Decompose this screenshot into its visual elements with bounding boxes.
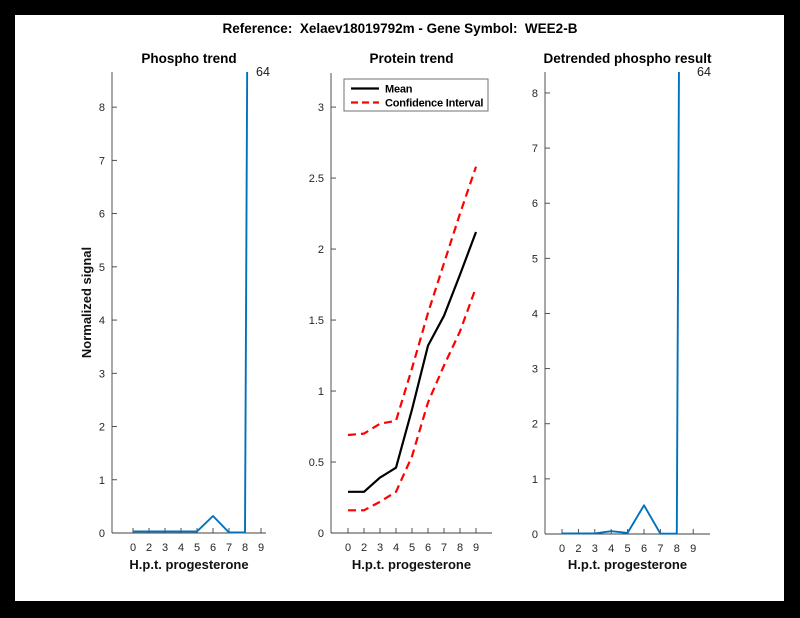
y-tick-label: 4 [532, 308, 538, 320]
x-tick-label: 4 [608, 543, 614, 555]
y-tick-label: 5 [99, 262, 105, 274]
x-tick-label: 4 [393, 542, 399, 554]
subplot-title: Protein trend [369, 51, 453, 66]
series-line-0 [562, 72, 680, 535]
y-tick-label: 7 [99, 155, 105, 167]
x-tick-label: 5 [625, 543, 631, 555]
peak-value-annotation: 64 [256, 65, 270, 79]
x-tick-label: 6 [641, 543, 647, 555]
legend-entry-label: Mean [385, 84, 413, 96]
y-tick-label: 3 [99, 368, 105, 380]
y-tick-label: 6 [99, 209, 105, 221]
x-tick-label: 9 [258, 542, 264, 554]
x-tick-label: 8 [242, 542, 248, 554]
y-axis-label: Normalized signal [79, 247, 94, 358]
series-line-2 [348, 287, 478, 512]
y-tick-label: 2 [99, 422, 105, 434]
x-axis-label: H.p.t. progesterone [129, 557, 248, 572]
subplot-title: Detrended phospho result [543, 51, 712, 66]
y-tick-label: 2 [318, 244, 324, 256]
series-line-1 [347, 166, 478, 437]
y-tick-label: 3 [318, 102, 324, 114]
x-tick-label: 3 [592, 543, 598, 555]
x-tick-label: 0 [345, 542, 351, 554]
y-tick-label: 6 [532, 198, 538, 210]
y-tick-label: 0 [318, 528, 324, 540]
x-tick-label: 7 [226, 542, 232, 554]
x-tick-label: 2 [575, 543, 581, 555]
y-tick-label: 0.5 [309, 457, 324, 469]
x-axis-label: H.p.t. progesterone [352, 557, 471, 572]
y-tick-label: 0 [99, 528, 105, 540]
y-tick-label: 5 [532, 253, 538, 265]
y-tick-label: 3 [532, 364, 538, 376]
axes-protein-trend: 0 2 3 4 5 6 7 8 900.511.522.53 [309, 73, 492, 554]
y-tick-label: 1 [532, 474, 538, 486]
y-tick-label: 4 [99, 315, 105, 327]
x-tick-label: 2 [146, 542, 152, 554]
x-tick-label: 3 [377, 542, 383, 554]
x-tick-label: 5 [409, 542, 415, 554]
x-tick-label: 5 [194, 542, 200, 554]
series-line-0 [348, 231, 478, 493]
x-tick-label: 8 [674, 543, 680, 555]
y-tick-label: 2 [532, 419, 538, 431]
y-tick-label: 0 [532, 529, 538, 541]
x-tick-label: 9 [690, 543, 696, 555]
figure-canvas [15, 15, 784, 601]
x-tick-label: 9 [473, 542, 479, 554]
x-tick-label: 0 [559, 543, 565, 555]
figure-title: Reference: Xelaev18019792m - Gene Symbol… [222, 21, 578, 36]
y-tick-label: 1 [318, 386, 324, 398]
x-axis-label: H.p.t. progesterone [568, 557, 687, 572]
x-tick-label: 6 [425, 542, 431, 554]
x-tick-label: 6 [210, 542, 216, 554]
series-line-0 [133, 72, 249, 534]
x-tick-label: 7 [441, 542, 447, 554]
x-tick-label: 7 [657, 543, 663, 555]
y-tick-label: 7 [532, 143, 538, 155]
y-tick-label: 1 [99, 475, 105, 487]
x-tick-label: 0 [130, 542, 136, 554]
peak-value-annotation: 64 [697, 65, 711, 79]
y-tick-label: 8 [99, 102, 105, 114]
legend-entry-label: Confidence Interval [385, 98, 483, 110]
x-tick-label: 2 [361, 542, 367, 554]
x-tick-label: 4 [178, 542, 184, 554]
x-tick-label: 3 [162, 542, 168, 554]
y-tick-label: 1.5 [309, 315, 324, 327]
legend: Mean Confidence Interval [343, 78, 489, 112]
y-tick-label: 2.5 [309, 173, 324, 185]
x-tick-label: 8 [457, 542, 463, 554]
subplot-title: Phospho trend [141, 51, 236, 66]
y-tick-label: 8 [532, 88, 538, 100]
